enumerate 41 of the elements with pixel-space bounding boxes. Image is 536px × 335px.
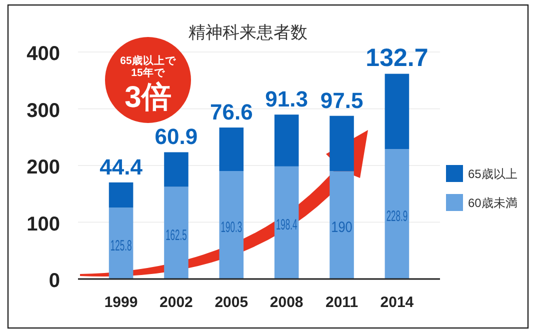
data-label: 198.4 [276,216,314,234]
data-label: 91.3 [265,86,308,112]
bar [384,149,410,279]
x-tick-label: 2005 [214,294,248,311]
data-label: 190 [331,219,356,236]
y-tick-label: 300 [26,100,60,122]
legend-label: 65歳以上 [468,167,518,181]
bar [108,182,134,208]
data-label: 60.9 [154,124,198,150]
data-label: 228.9 [386,208,424,226]
annotation: 3倍 [124,81,172,114]
annotation: 15年で [131,66,166,79]
bar [219,128,244,172]
y-tick-label: 200 [26,156,60,178]
data-label: 162.5 [166,226,204,244]
x-tick-label: 2002 [160,294,193,311]
bar [330,171,354,279]
bar [164,186,188,279]
y-tick-label: 0 [48,270,60,292]
y-tick-label: 100 [26,213,60,236]
y-tick-label: 400 [26,43,60,65]
bar [274,166,299,279]
data-label: 125.8 [110,237,148,254]
x-tick-label: 2011 [326,294,358,311]
bar [274,114,299,166]
data-label: 44.4 [100,154,144,180]
x-tick-label: 2014 [380,294,414,311]
x-tick-label: 2008 [270,294,304,311]
data-label: 97.5 [320,88,364,113]
legend-label: 60歳未満 [468,196,518,210]
bar [219,171,244,279]
bar [384,74,410,150]
bar [108,208,134,279]
data-label: 76.6 [210,100,253,125]
annotation: 65歳以上で [120,54,177,67]
chart-title: 精神科来患者数 [188,23,308,42]
bar [164,152,188,187]
bar [330,116,354,172]
data-label: 132.7 [366,44,428,72]
data-label: 190.3 [220,219,258,236]
x-tick-label: 1999 [104,294,138,311]
